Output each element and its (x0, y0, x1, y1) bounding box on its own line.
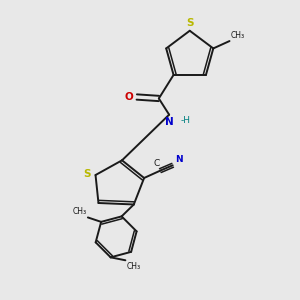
Text: N: N (175, 154, 183, 164)
Text: -H: -H (180, 116, 190, 125)
Text: C: C (154, 159, 160, 168)
Text: S: S (186, 18, 194, 28)
Text: N: N (165, 117, 173, 127)
Text: S: S (84, 169, 91, 178)
Text: CH₃: CH₃ (231, 31, 245, 40)
Text: CH₃: CH₃ (72, 207, 86, 216)
Text: O: O (124, 92, 133, 102)
Text: CH₃: CH₃ (127, 262, 141, 271)
